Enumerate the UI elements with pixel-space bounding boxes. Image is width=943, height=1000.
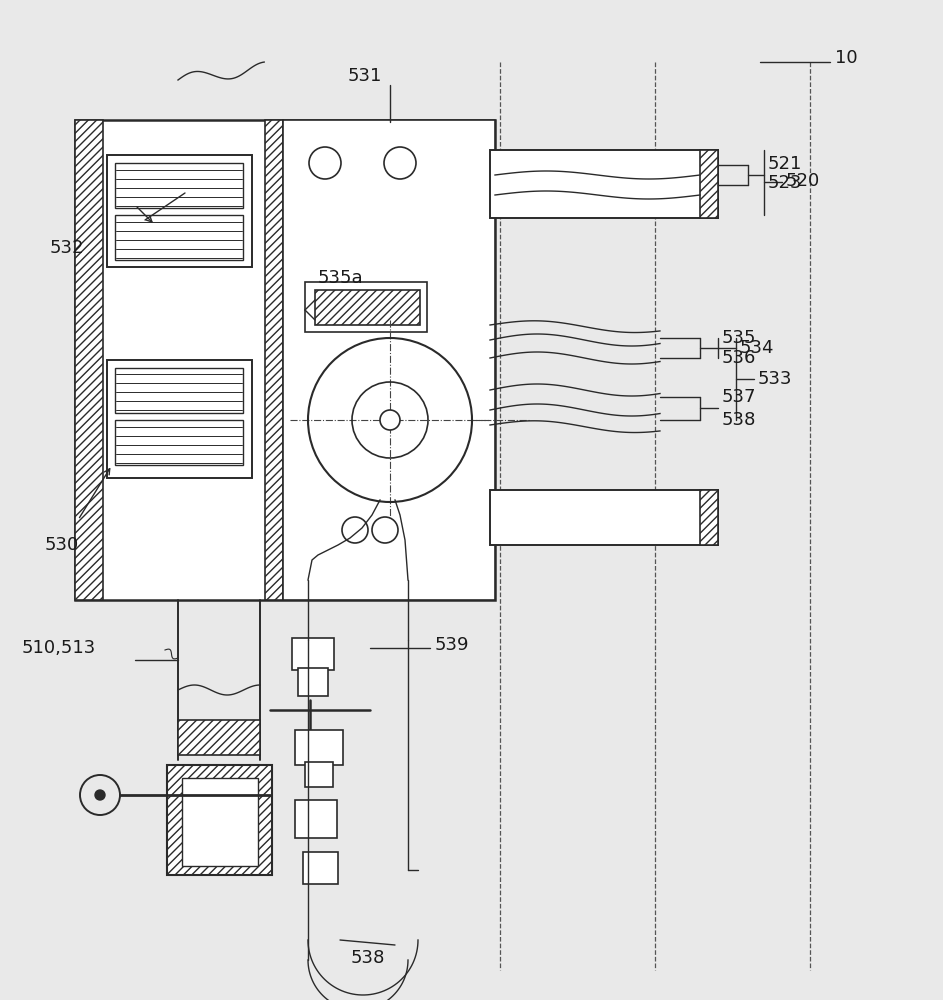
Bar [295, 730, 343, 765]
Bar [700, 150, 718, 218]
Bar [115, 215, 243, 260]
Text: 538: 538 [722, 411, 756, 429]
Bar [305, 282, 427, 332]
Bar [167, 765, 272, 875]
Bar [298, 668, 328, 696]
Bar [305, 762, 333, 787]
Bar [295, 800, 337, 838]
Bar [107, 360, 252, 478]
Text: 534: 534 [740, 339, 774, 357]
Bar [75, 120, 103, 600]
Text: 521: 521 [768, 155, 802, 173]
Bar [490, 490, 718, 545]
Text: 510,513: 510,513 [22, 639, 96, 657]
Bar [182, 778, 258, 866]
Bar [178, 720, 260, 755]
Bar [315, 290, 420, 325]
Bar [700, 490, 718, 545]
Bar [292, 638, 334, 670]
Text: 520: 520 [786, 172, 820, 190]
Text: 10: 10 [835, 49, 857, 67]
Bar [490, 150, 718, 218]
Text: 533: 533 [758, 370, 792, 388]
Circle shape [380, 410, 400, 430]
Bar [303, 852, 338, 884]
Text: 538: 538 [351, 949, 385, 967]
Text: 537: 537 [722, 388, 756, 406]
Text: 523: 523 [768, 174, 802, 192]
Circle shape [95, 790, 105, 800]
Bar [75, 120, 495, 600]
Bar [265, 120, 283, 600]
Text: 539: 539 [435, 636, 470, 654]
Text: 535a: 535a [318, 269, 364, 287]
Bar [283, 120, 495, 600]
Text: 530: 530 [45, 536, 79, 554]
Text: 535: 535 [722, 329, 756, 347]
Bar [107, 155, 252, 267]
Text: 532: 532 [50, 239, 85, 257]
Text: 536: 536 [722, 349, 756, 367]
Bar [115, 368, 243, 413]
Bar [115, 163, 243, 208]
Text: 531: 531 [348, 67, 382, 85]
Bar [115, 420, 243, 465]
